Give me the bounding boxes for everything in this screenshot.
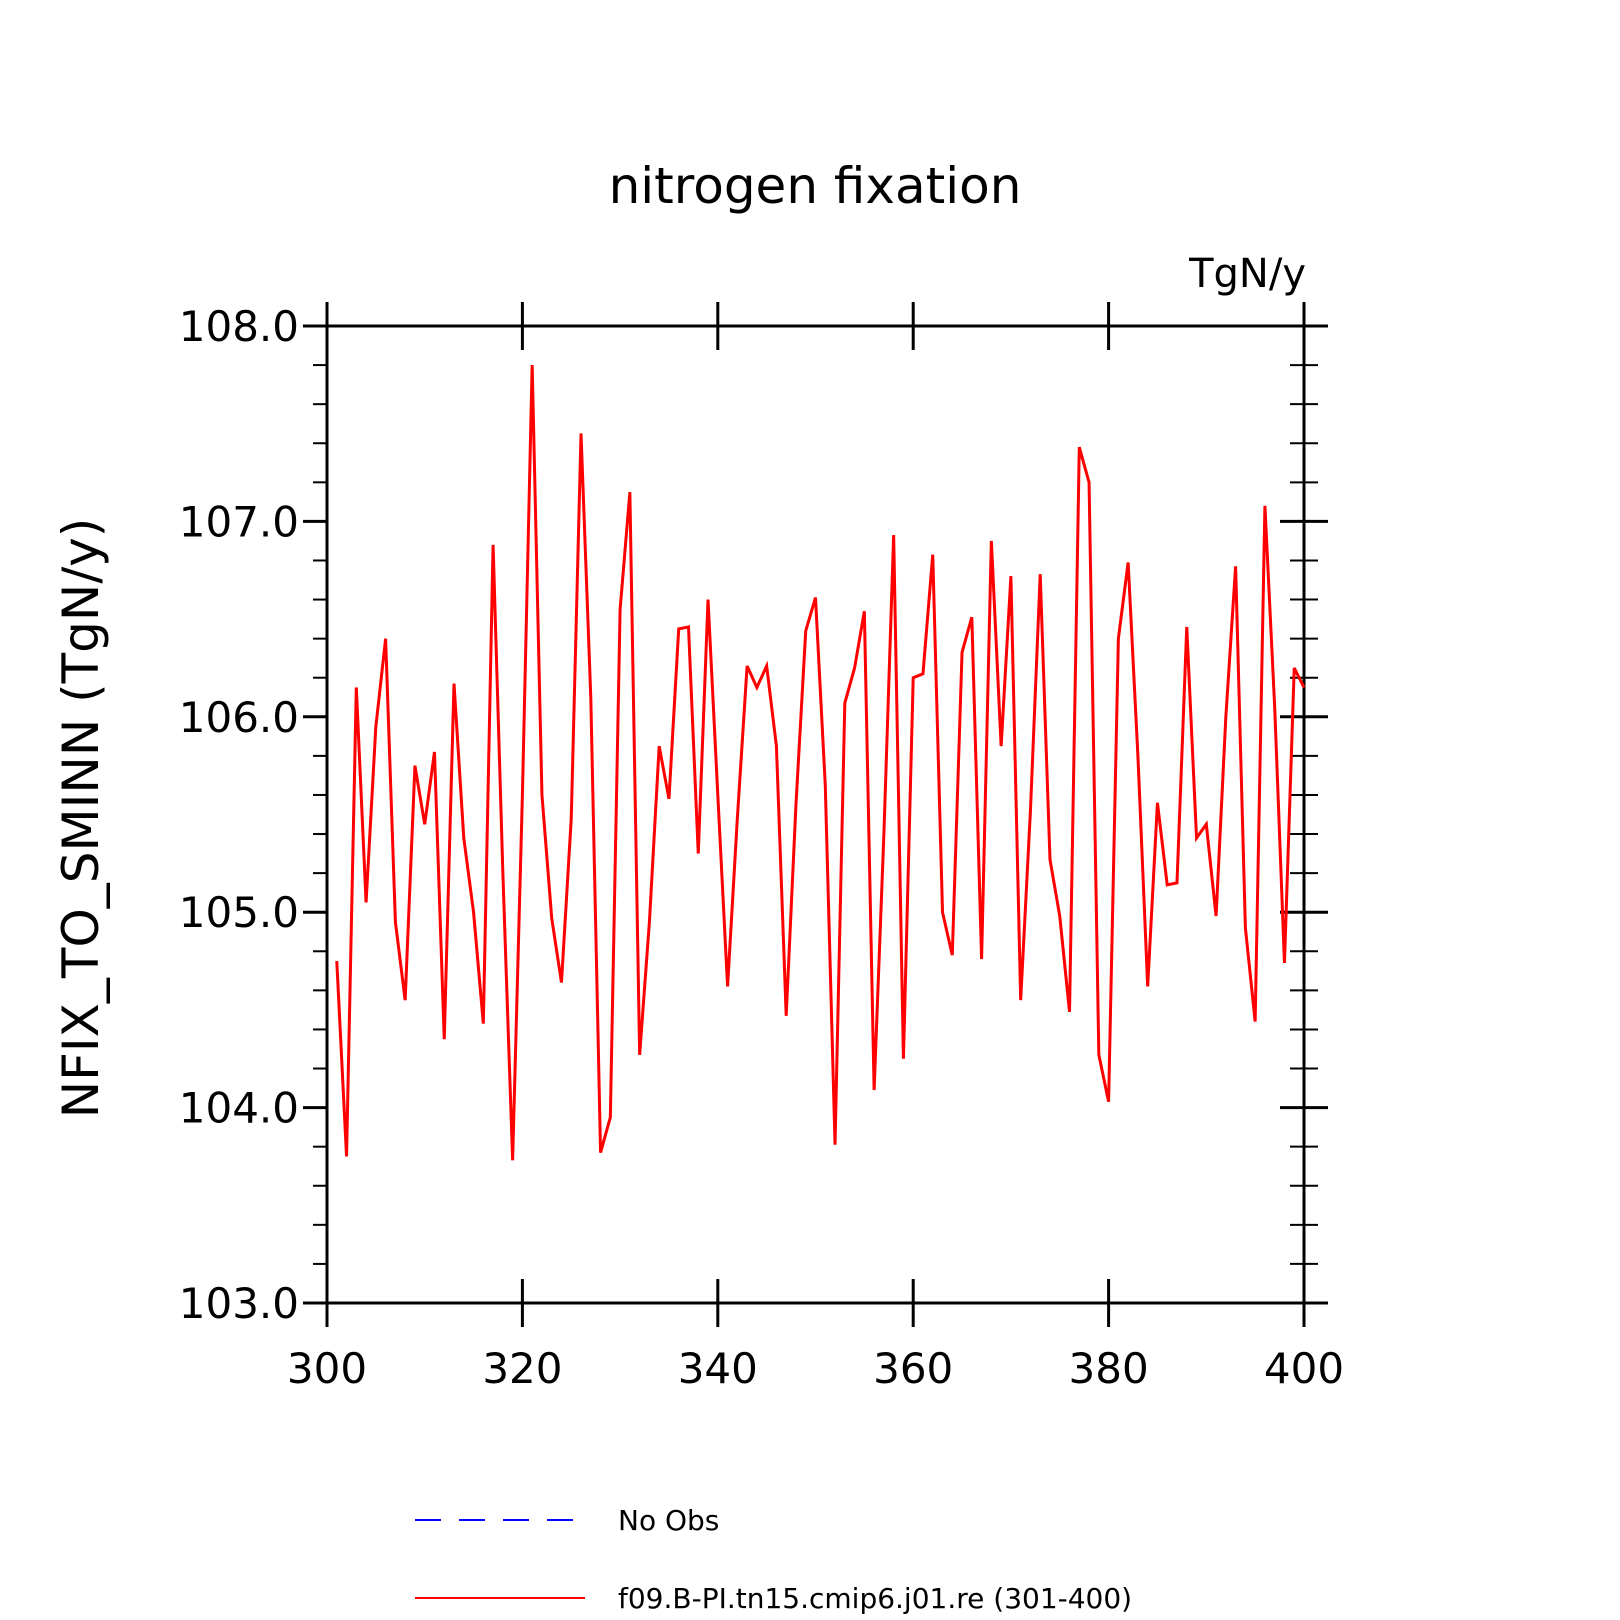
legend: No Obs f09.B-PI.tn15.cmip6.j01.re (301-40… bbox=[415, 1504, 1132, 1615]
x-tick-label: 380 bbox=[1069, 1344, 1149, 1393]
x-tick-label: 340 bbox=[678, 1344, 758, 1393]
x-tick-label: 320 bbox=[482, 1344, 562, 1393]
x-tick-label: 400 bbox=[1264, 1344, 1344, 1393]
tick-labels: 300 320 340 360 380 400 103.0 104.0 105.0 106.0 10… bbox=[179, 302, 1344, 1393]
y-tick-label: 104.0 bbox=[179, 1084, 299, 1133]
y-axis-label: NFIX_TO_SMINN (TgN/y) bbox=[52, 518, 110, 1119]
legend-label: f09.B-PI.tn15.cmip6.j01.re (301-400) bbox=[618, 1582, 1132, 1615]
series-layer bbox=[335, 365, 1306, 1161]
y-tick-label: 103.0 bbox=[179, 1279, 299, 1328]
y-tick-label: 108.0 bbox=[179, 302, 299, 351]
x-tick-label: 360 bbox=[873, 1344, 953, 1393]
axis-ticks bbox=[303, 302, 1328, 1327]
series-line-1 bbox=[335, 365, 1306, 1161]
units-label: TgN/y bbox=[1188, 251, 1306, 297]
chart-title: nitrogen fixation bbox=[609, 157, 1022, 215]
x-tick-label: 300 bbox=[287, 1344, 367, 1393]
legend-label: No Obs bbox=[618, 1504, 719, 1537]
y-tick-label: 105.0 bbox=[179, 888, 299, 937]
y-tick-label: 106.0 bbox=[179, 693, 299, 742]
y-tick-label: 107.0 bbox=[179, 497, 299, 546]
plot-frame bbox=[325, 324, 1306, 1305]
